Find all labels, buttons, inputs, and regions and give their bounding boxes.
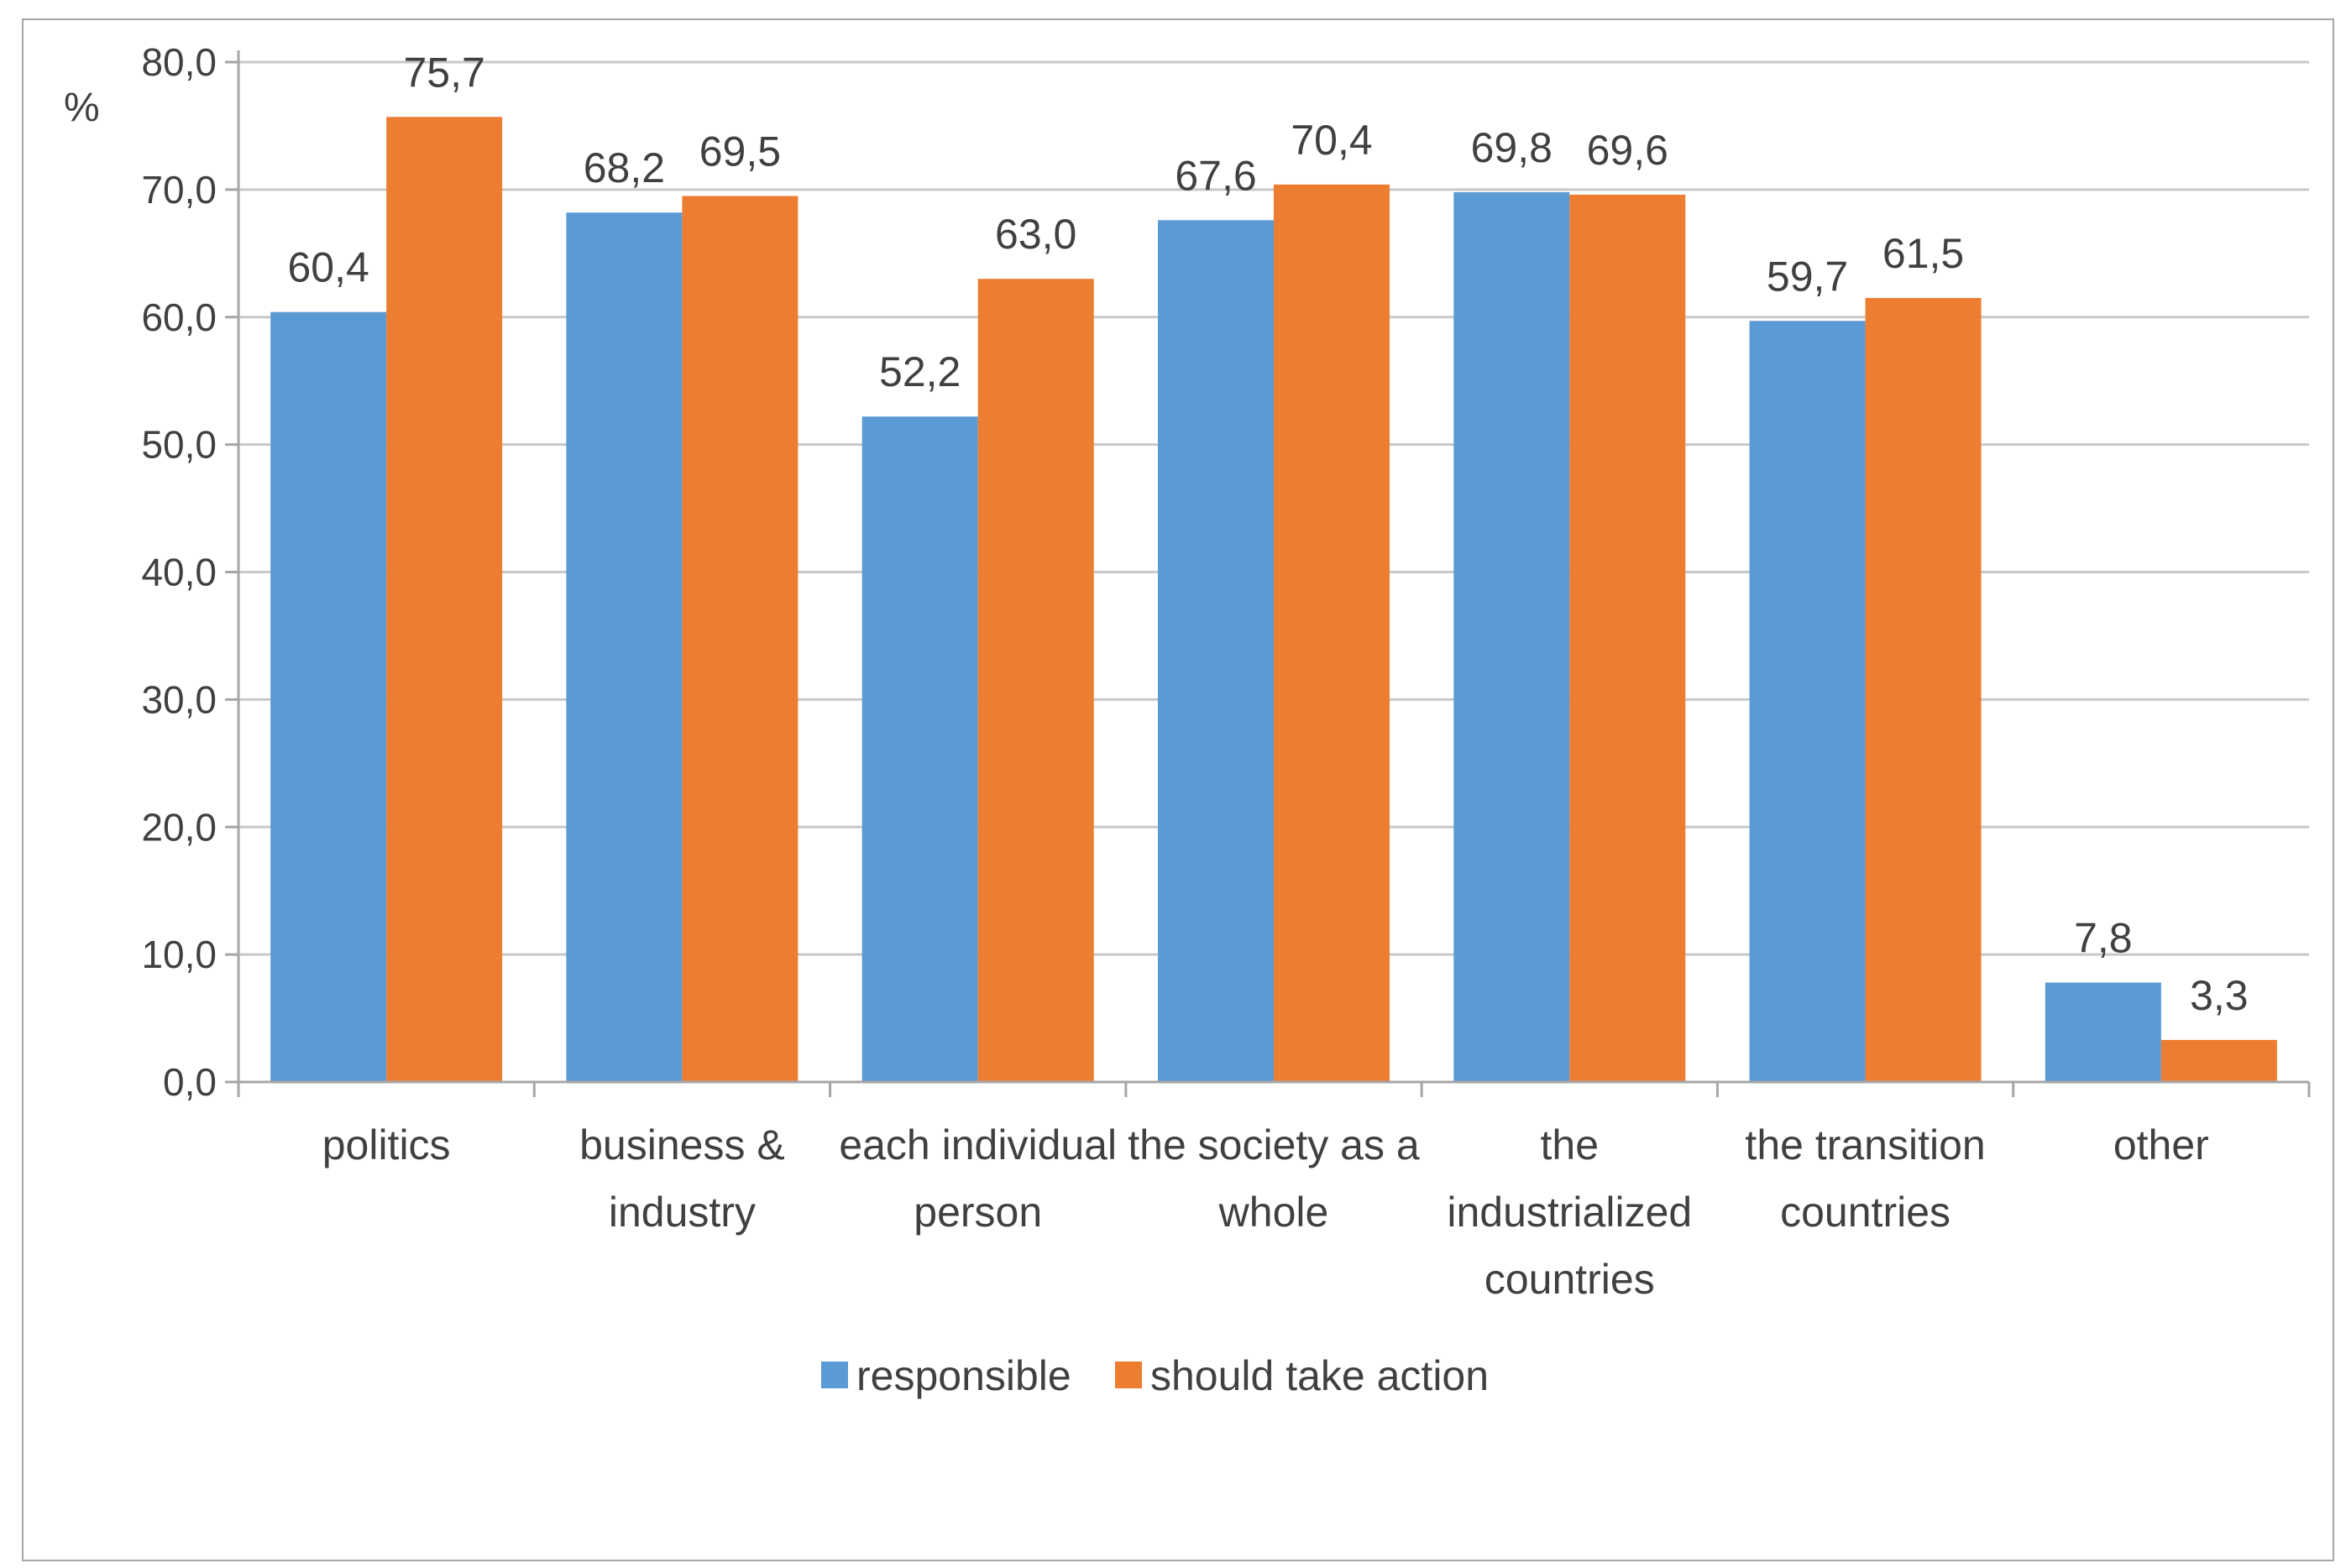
y-tick-label: 50,0: [141, 423, 217, 467]
y-tick-label: 70,0: [141, 168, 217, 212]
bar-responsible: [566, 212, 683, 1082]
bar-responsible: [1158, 220, 1274, 1083]
y-tick-label: 20,0: [141, 805, 217, 849]
y-axis-unit-label: %: [64, 86, 100, 130]
x-category-label: countries: [1780, 1189, 1950, 1236]
bar-responsible: [861, 416, 978, 1082]
y-tick-label: 40,0: [141, 551, 217, 594]
chart-frame: 0,0 10,0 20,0 30,0 40,0 50,0 60,0 70,0 80,0 60,4 7…: [22, 18, 2334, 1561]
bar-should-take-action: [2160, 1039, 2277, 1082]
bar-should-take-action: [1274, 184, 1390, 1082]
data-label: 75,7: [403, 49, 484, 96]
bar-responsible: [270, 311, 387, 1082]
x-category-label: the society as a: [1128, 1121, 1420, 1168]
legend-label: should take action: [1150, 1352, 1489, 1399]
x-category-label: the: [1541, 1121, 1600, 1168]
bar-should-take-action: [682, 196, 799, 1082]
y-tick-label: 0,0: [163, 1060, 217, 1104]
bar-should-take-action: [1569, 194, 1686, 1083]
data-label: 69,6: [1587, 127, 1668, 174]
x-category-label: politics: [322, 1121, 451, 1168]
x-category-label: other: [2113, 1121, 2209, 1168]
bar-responsible: [1749, 321, 1866, 1082]
legend-swatch-responsible: [821, 1362, 848, 1388]
data-label: 69,5: [699, 128, 781, 175]
data-label: 60,4: [287, 244, 369, 291]
data-label: 70,4: [1291, 117, 1372, 164]
data-label: 61,5: [1882, 230, 1964, 277]
x-category-label: industrialized: [1447, 1189, 1692, 1236]
y-tick-label: 30,0: [141, 677, 217, 721]
legend-swatch-should-take-action: [1115, 1362, 1142, 1388]
data-label: 69,8: [1471, 124, 1552, 171]
legend-label: responsible: [856, 1352, 1071, 1399]
data-label: 68,2: [584, 144, 665, 191]
data-label: 63,0: [995, 211, 1076, 258]
labels: 0,0 10,0 20,0 30,0 40,0 50,0 60,0 70,0 80,0 60,4 7…: [141, 40, 2248, 1303]
bar-responsible: [2045, 982, 2161, 1082]
data-label: 52,2: [879, 348, 961, 395]
x-category-label: industry: [609, 1189, 756, 1236]
bar-should-take-action: [1865, 297, 1982, 1082]
bars: [270, 117, 2277, 1083]
data-label: 59,7: [1767, 253, 1848, 300]
data-label: 3,3: [2190, 972, 2249, 1019]
x-category-label: person: [914, 1189, 1042, 1236]
bar-should-take-action: [977, 279, 1094, 1082]
axes: [225, 50, 2311, 1097]
data-label: 67,6: [1175, 152, 1256, 199]
legend: responsible should take action: [821, 1352, 1489, 1399]
y-tick-label: 80,0: [141, 40, 217, 84]
x-category-label: the transition: [1745, 1121, 1985, 1168]
y-tick-label: 10,0: [141, 933, 217, 976]
bar-chart: 0,0 10,0 20,0 30,0 40,0 50,0 60,0 70,0 80,0 60,4 7…: [64, 40, 2311, 1399]
bar-responsible: [1453, 191, 1570, 1083]
data-label: 7,8: [2074, 915, 2133, 962]
y-tick-label: 60,0: [141, 295, 217, 339]
x-category-label: business &: [579, 1121, 785, 1168]
x-category-label: whole: [1218, 1189, 1329, 1236]
bar-should-take-action: [386, 117, 503, 1082]
x-category-label: each individual: [839, 1121, 1117, 1168]
x-category-label: countries: [1484, 1256, 1655, 1303]
